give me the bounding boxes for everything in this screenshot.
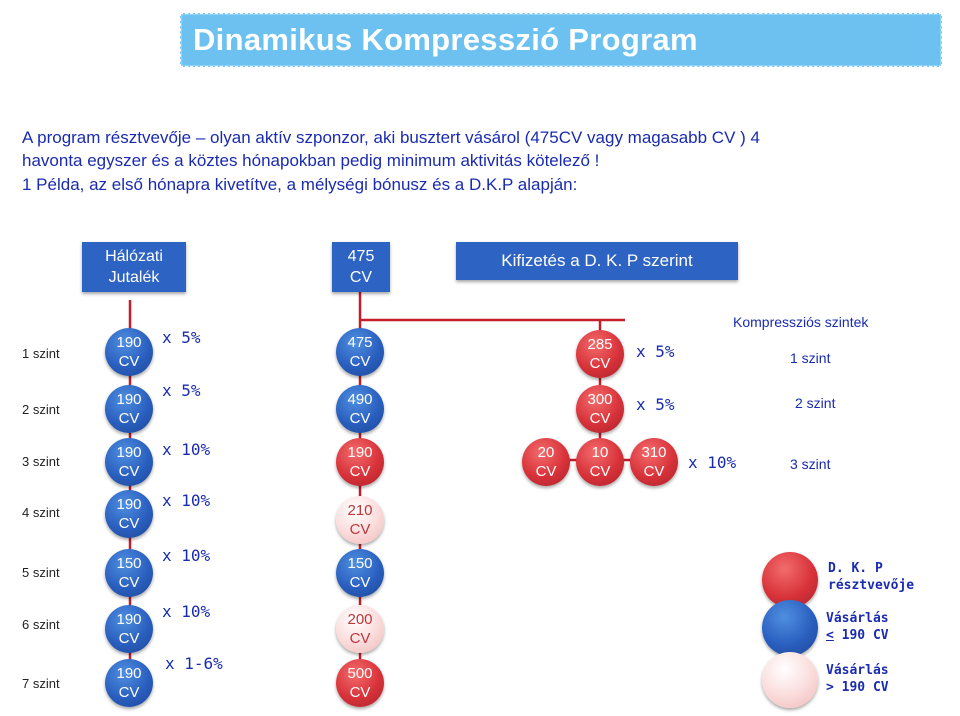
level-multiplier: x 10% <box>162 546 211 565</box>
level-result-circle: 490 CV <box>336 385 384 433</box>
compression-title: Kompressziós szintek <box>733 314 869 330</box>
intro-line-1: A program résztvevője – olyan aktív szpo… <box>22 128 760 147</box>
legend-pink-label: Vásárlás > 190 CV <box>826 663 889 695</box>
level-label: 2 szint <box>22 402 60 417</box>
level-result-circle: 210 CV <box>336 496 384 544</box>
top-value-header: 475 CV <box>332 242 390 292</box>
compression-circle-row3-c: 310 CV <box>630 438 678 486</box>
level-multiplier: x 5% <box>162 381 201 400</box>
top-unit: CV <box>349 269 373 286</box>
level-label: 1 szint <box>22 346 60 361</box>
page-title: Dinamikus Kompresszió Program <box>193 22 698 57</box>
kifizetes-label: Kifizetés a D. K. P szerint <box>501 251 693 270</box>
legend-red-circle <box>762 552 818 608</box>
kifizetes-header: Kifizetés a D. K. P szerint <box>456 242 738 280</box>
legend-pink-circle <box>762 652 818 708</box>
title-banner: Dinamikus Kompresszió Program <box>180 13 942 67</box>
level-result-circle: 500 CV <box>336 659 384 707</box>
level-label: 5 szint <box>22 565 60 580</box>
compression-level-row2: 2 szint <box>795 395 836 411</box>
level-value-circle: 190 CV <box>105 659 153 707</box>
top-value: 475 <box>347 248 375 265</box>
legend-red-label: D. K. P résztvevője <box>828 561 915 593</box>
level-result-circle: 475 CV <box>336 328 384 376</box>
level-multiplier: x 10% <box>162 440 211 459</box>
level-label: 3 szint <box>22 454 60 469</box>
compression-circle-row1: 285 CV <box>576 330 624 378</box>
level-label: 6 szint <box>22 617 60 632</box>
intro-line-3: 1 Példa, az első hónapra kivetítve, a mé… <box>22 175 578 194</box>
compression-circle-row2: 300 CV <box>576 385 624 433</box>
level-value-circle: 190 CV <box>105 605 153 653</box>
level-result-circle: 150 CV <box>336 549 384 597</box>
level-result-circle: 190 CV <box>336 438 384 486</box>
level-multiplier: x 5% <box>162 328 201 347</box>
level-multiplier: x 10% <box>162 491 211 510</box>
compression-circle-row3-a: 20 CV <box>522 438 570 486</box>
compression-multiplier-row1: x 5% <box>636 342 675 361</box>
legend-blue-circle <box>762 600 818 656</box>
level-value-circle: 190 CV <box>105 438 153 486</box>
compression-level-row1: 1 szint <box>790 350 831 366</box>
level-value-circle: 150 CV <box>105 549 153 597</box>
level-value-circle: 190 CV <box>105 490 153 538</box>
compression-circle-row3-b: 10 CV <box>576 438 624 486</box>
level-label: 4 szint <box>22 505 60 520</box>
level-value-circle: 190 CV <box>105 385 153 433</box>
compression-multiplier-row2: x 5% <box>636 395 675 414</box>
halozati-jutalek-header: Hálózati Jutalék <box>82 242 186 292</box>
level-result-circle: 200 CV <box>336 605 384 653</box>
compression-level-row3: 3 szint <box>790 456 831 472</box>
level-label: 7 szint <box>22 676 60 691</box>
level-value-circle: 190 CV <box>105 328 153 376</box>
compression-multiplier-row3: x 10% <box>688 453 737 472</box>
level-multiplier: x 10% <box>162 602 211 621</box>
level-multiplier: x 1-6% <box>165 654 223 673</box>
legend-blue-label: Vásárlás < 190 CV <box>826 611 889 643</box>
halozati-jutalek-label: Hálózati Jutalék <box>105 248 163 286</box>
intro-line-2: havonta egyszer és a köztes hónapokban p… <box>22 151 600 170</box>
